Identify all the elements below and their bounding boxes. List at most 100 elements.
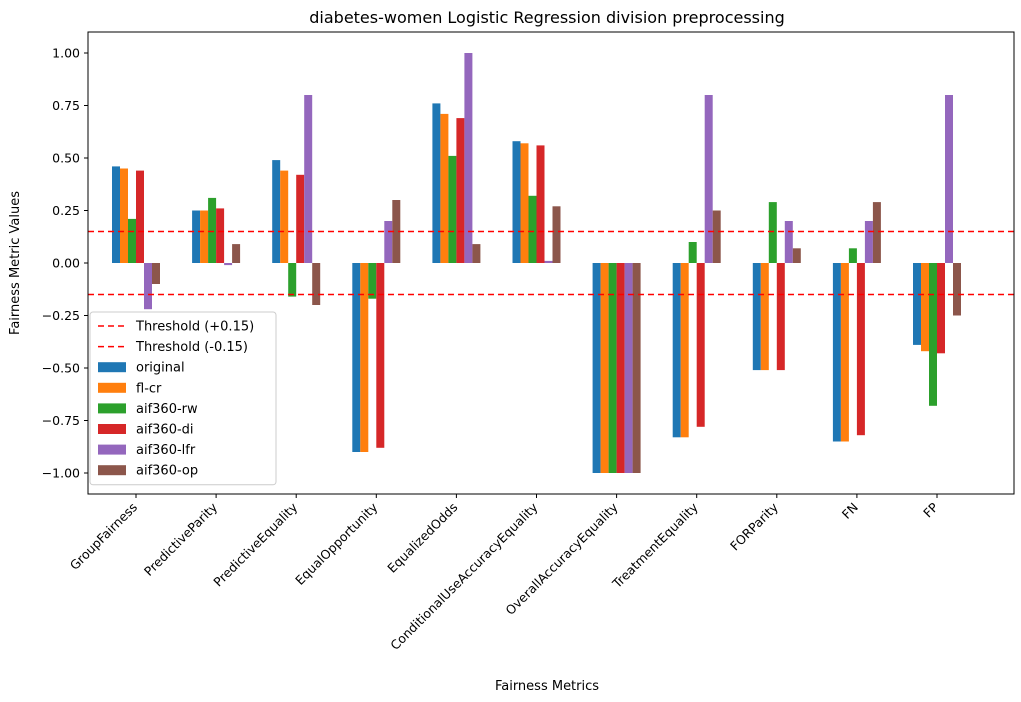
- bar-aif360-di-EqualOpportunity: [376, 263, 385, 448]
- bar-original-EqualizedOdds: [432, 103, 441, 264]
- bar-aif360-di-EqualizedOdds: [456, 118, 465, 263]
- legend-label: aif360-rw: [136, 402, 198, 417]
- bar-aif360-op-EqualizedOdds: [472, 244, 481, 263]
- bar-aif360-rw-GroupFairness: [128, 218, 136, 263]
- bar-aif360-op-PredictiveParity: [232, 244, 241, 263]
- bar-aif360-lfr-EqualOpportunity: [384, 221, 393, 263]
- y-axis: 1.00 0.75 0.50 0.25 0.00 −0.25 −0.50 −0.75 −1.00: [42, 46, 88, 481]
- bar-fl-cr-PredictiveEquality: [280, 170, 289, 263]
- bar-aif360-lfr-FN: [864, 221, 873, 263]
- bar-aif360-di-GroupFairness: [136, 170, 144, 263]
- y-tick-label: −1.00: [42, 466, 80, 481]
- bar-original-OverallAccuracyEquality: [592, 263, 601, 473]
- bar-aif360-op-GroupFairness: [152, 263, 160, 284]
- x-tick-label: TreatmentEquality: [609, 499, 702, 592]
- y-tick-label: 0.50: [52, 151, 80, 166]
- x-tick-label: FN: [839, 500, 861, 522]
- bar-fl-cr-ConditionalUseAccuracyEquality: [520, 143, 529, 263]
- bar-fl-cr-OverallAccuracyEquality: [600, 263, 609, 473]
- legend-swatch-aif360-lfr: [98, 444, 126, 455]
- bar-original-GroupFairness: [112, 166, 120, 263]
- x-tick-label: GroupFairness: [67, 500, 140, 573]
- legend-swatch-original: [98, 362, 126, 373]
- y-axis-label: Fairness Metric Values: [8, 191, 23, 335]
- bar-fl-cr-EqualOpportunity: [360, 263, 369, 452]
- y-tick-label: −0.25: [42, 308, 80, 323]
- legend-label: original: [136, 361, 185, 376]
- bar-aif360-op-FN: [872, 202, 881, 263]
- bar-aif360-op-PredictiveEquality: [312, 263, 321, 305]
- bar-aif360-di-OverallAccuracyEquality: [616, 263, 625, 473]
- bar-aif360-lfr-FP: [945, 95, 953, 263]
- bar-aif360-lfr-TreatmentEquality: [704, 95, 713, 263]
- legend-label: aif360-op: [136, 464, 198, 479]
- bar-aif360-lfr-FORParity: [784, 221, 793, 263]
- bar-aif360-di-FORParity: [776, 263, 785, 371]
- bar-aif360-rw-PredictiveParity: [208, 197, 217, 263]
- x-tick-label: EqualizedOdds: [384, 500, 460, 576]
- x-axis-label: Fairness Metrics: [495, 679, 599, 694]
- bar-fl-cr-FN: [840, 263, 849, 442]
- bar-original-FN: [832, 263, 841, 442]
- x-tick-label: EqualOpportunity: [292, 499, 381, 588]
- y-tick-label: 0.00: [52, 256, 80, 271]
- bar-fl-cr-FP: [921, 263, 929, 352]
- y-tick-label: 0.25: [52, 203, 80, 218]
- bar-aif360-op-ConditionalUseAccuracyEquality: [552, 206, 561, 263]
- y-tick-label: 1.00: [52, 46, 80, 61]
- x-tick-label: PredictiveEquality: [210, 499, 300, 589]
- legend-label: Threshold (+0.15): [135, 320, 254, 335]
- x-tick-label: FORParity: [727, 499, 781, 553]
- bar-aif360-rw-FP: [929, 263, 937, 406]
- bar-aif360-lfr-OverallAccuracyEquality: [624, 263, 633, 473]
- bar-aif360-di-FP: [937, 263, 945, 354]
- bar-fl-cr-FORParity: [760, 263, 769, 371]
- bar-original-PredictiveParity: [192, 210, 201, 263]
- bar-aif360-lfr-PredictiveEquality: [304, 95, 313, 263]
- chart-title: diabetes-women Logistic Regression divis…: [309, 8, 785, 27]
- bar-original-FP: [913, 263, 921, 345]
- bar-aif360-lfr-ConditionalUseAccuracyEquality: [544, 260, 553, 263]
- x-tick-label: PredictiveParity: [141, 499, 221, 579]
- bar-aif360-op-FORParity: [792, 248, 801, 263]
- bar-aif360-rw-EqualOpportunity: [368, 263, 377, 299]
- bar-fl-cr-PredictiveParity: [200, 210, 209, 263]
- bar-aif360-op-OverallAccuracyEquality: [632, 263, 641, 473]
- bar-aif360-rw-ConditionalUseAccuracyEquality: [528, 195, 537, 263]
- legend-swatch-aif360-di: [98, 424, 126, 434]
- bar-original-ConditionalUseAccuracyEquality: [512, 141, 521, 263]
- legend: Threshold (+0.15) Threshold (-0.15) origin…: [89, 311, 277, 486]
- bar-aif360-lfr-EqualizedOdds: [464, 53, 473, 263]
- bar-aif360-di-PredictiveParity: [216, 208, 225, 263]
- bar-aif360-rw-OverallAccuracyEquality: [608, 263, 617, 473]
- bar-aif360-rw-FN: [848, 248, 857, 263]
- x-tick-label: FP: [920, 499, 941, 520]
- bar-aif360-di-FN: [856, 263, 865, 436]
- bar-aif360-op-TreatmentEquality: [712, 210, 721, 263]
- bar-aif360-rw-EqualizedOdds: [448, 155, 457, 263]
- x-axis: GroupFairness PredictiveParityPredictiveE…: [67, 494, 941, 653]
- legend-swatch-aif360-op: [98, 465, 126, 476]
- legend-box: [89, 311, 277, 486]
- legend-swatch-fl-cr: [98, 382, 126, 393]
- bar-fl-cr-GroupFairness: [120, 168, 128, 263]
- bar-aif360-op-EqualOpportunity: [392, 200, 401, 263]
- legend-label: Threshold (-0.15): [135, 340, 248, 355]
- bar-aif360-op-FP: [953, 263, 961, 316]
- bar-aif360-rw-FORParity: [768, 202, 777, 263]
- bar-aif360-lfr-PredictiveParity: [224, 263, 233, 266]
- bar-fl-cr-EqualizedOdds: [440, 113, 449, 264]
- bars-layer: [112, 53, 961, 473]
- bar-aif360-di-PredictiveEquality: [296, 174, 305, 263]
- bar-aif360-di-TreatmentEquality: [696, 263, 705, 427]
- y-tick-label: −0.75: [42, 413, 80, 428]
- y-tick-label: −0.50: [42, 361, 80, 376]
- bar-aif360-lfr-GroupFairness: [144, 263, 152, 310]
- y-tick-label: 0.75: [52, 98, 80, 113]
- thresholds-layer: [88, 230, 1014, 296]
- x-tick-label: ConditionalUseAccuracyEquality: [387, 499, 541, 653]
- legend-label: aif360-di: [136, 423, 194, 438]
- bar-aif360-di-ConditionalUseAccuracyEquality: [536, 145, 545, 263]
